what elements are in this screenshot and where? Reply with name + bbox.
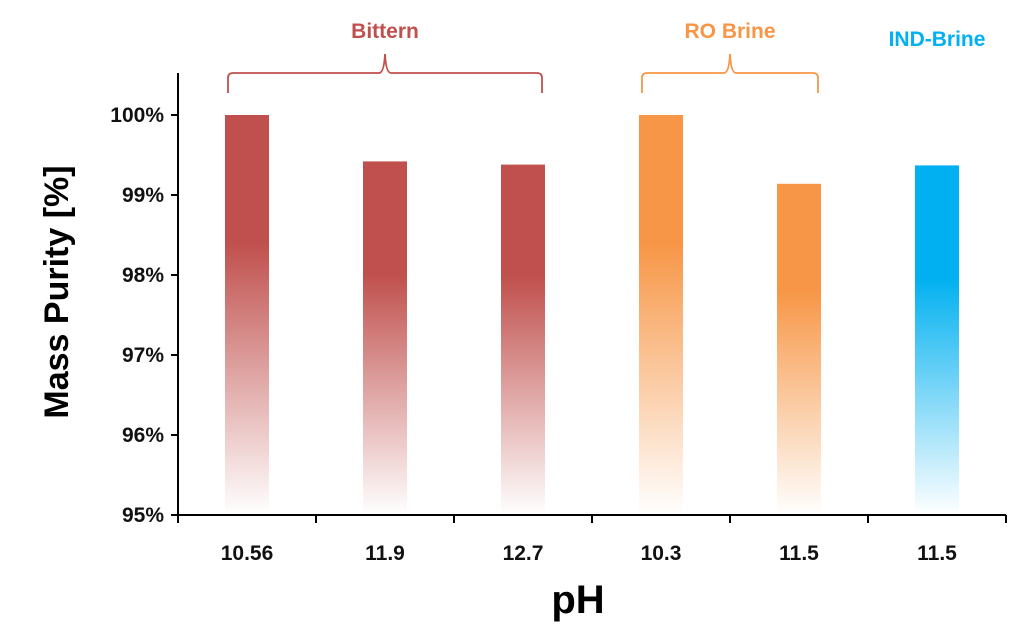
group-bracket xyxy=(641,53,819,93)
x-tick-label: 10.56 xyxy=(221,542,274,565)
bar-6 xyxy=(915,165,959,515)
y-axis-title: Mass Purity [%] xyxy=(38,165,76,418)
x-tick-label: 11.5 xyxy=(917,542,957,565)
x-axis-ticks: 10.56 11.9 12.7 10.3 11.5 11.5 xyxy=(177,515,1007,565)
bar-5 xyxy=(777,183,821,516)
bars xyxy=(225,115,959,516)
y-tick-label: 95% xyxy=(122,504,164,527)
group-label: Bittern xyxy=(351,20,419,43)
x-tick-label: 11.5 xyxy=(779,542,819,565)
y-tick-label: 96% xyxy=(122,424,164,447)
group-label: RO Brine xyxy=(684,20,775,43)
x-tick-label: 10.3 xyxy=(641,542,682,565)
y-tick-label: 98% xyxy=(122,264,164,287)
y-axis-ticks: 95% 96% 97% 98% 99% 100% xyxy=(110,104,178,527)
group-bracket xyxy=(227,53,543,93)
bar-1 xyxy=(225,115,269,515)
y-tick-label: 99% xyxy=(122,184,164,207)
group-label: IND-Brine xyxy=(889,28,986,51)
y-tick-label: 97% xyxy=(122,344,164,367)
x-tick-label: 11.9 xyxy=(365,542,405,565)
bar-4 xyxy=(639,115,683,515)
x-axis-title: pH xyxy=(551,578,604,622)
group-brackets: Bittern RO Brine IND-Brine xyxy=(227,20,986,93)
x-tick-label: 12.7 xyxy=(503,542,544,565)
bar-2 xyxy=(363,161,407,515)
y-tick-label: 100% xyxy=(110,104,164,127)
bar-3 xyxy=(501,164,545,515)
